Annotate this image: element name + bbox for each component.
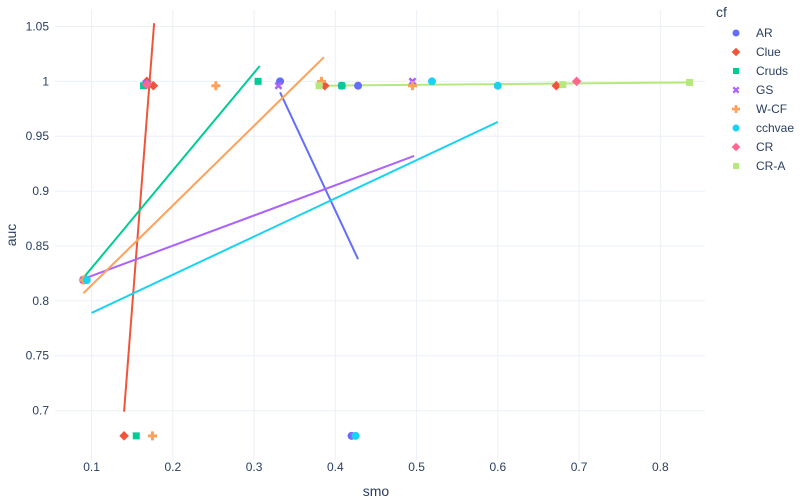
trendline-cr-a — [319, 81, 690, 87]
point-cr-a — [559, 81, 567, 89]
legend-item-ar[interactable]: AR — [732, 26, 774, 40]
legend-marker-ar — [732, 29, 740, 37]
trendline-gs — [83, 155, 415, 280]
legend-item-clue[interactable]: Clue — [731, 45, 781, 59]
y-axis-title: auc — [3, 224, 19, 247]
trendline-w-cf — [82, 56, 325, 294]
x-tick-label: 0.2 — [164, 460, 181, 474]
y-tick-label: 0.8 — [32, 294, 49, 308]
grid — [55, 10, 705, 460]
data-markers — [78, 76, 694, 441]
legend-item-cruds[interactable]: Cruds — [733, 64, 788, 78]
legend-item-cchvae[interactable]: cchvae — [732, 121, 795, 135]
point-w-cf — [408, 81, 417, 91]
point-w-cf — [148, 431, 157, 441]
x-tick-label: 0.1 — [83, 460, 100, 474]
point-cruds — [132, 432, 140, 440]
point-cchvae — [493, 81, 502, 90]
legend-item-w-cf[interactable]: W-CF — [732, 102, 787, 116]
x-axis-ticks: 0.1 0.2 0.3 0.4 0.5 0.6 0.7 0.8 — [83, 460, 669, 474]
x-axis-title: smo — [363, 483, 390, 499]
legend-marker-clue — [731, 47, 741, 57]
x-tick-label: 0.5 — [408, 460, 425, 474]
y-tick-label: 1 — [42, 74, 49, 88]
legend-label: AR — [756, 26, 773, 40]
y-tick-label: 1.05 — [26, 19, 50, 33]
legend-marker-w-cf — [732, 105, 740, 113]
point-cr — [142, 79, 152, 90]
y-tick-label: 0.85 — [26, 239, 50, 253]
legend-item-gs[interactable]: GS — [732, 83, 774, 97]
legend-item-cr-a[interactable]: CR-A — [733, 159, 785, 173]
trendline-clue — [123, 23, 156, 412]
legend-title: cf — [716, 4, 727, 20]
legend-label: Clue — [756, 45, 781, 59]
trendline-cchvae — [91, 121, 499, 314]
y-tick-label: 0.9 — [32, 184, 49, 198]
x-tick-label: 0.7 — [571, 460, 588, 474]
legend-marker-cchvae — [732, 124, 740, 132]
point-clue — [148, 80, 159, 91]
point-w-cf — [317, 76, 326, 86]
legend-label: CR-A — [756, 159, 785, 173]
point-cchvae — [351, 431, 360, 440]
point-clue — [551, 80, 562, 91]
point-cruds — [254, 77, 262, 85]
legend-label: CR — [756, 140, 774, 154]
legend-item-cr[interactable]: CR — [731, 140, 774, 154]
point-cruds — [338, 82, 346, 90]
point-gs — [274, 81, 283, 90]
y-tick-label: 0.7 — [32, 404, 49, 418]
legend-label: W-CF — [756, 102, 787, 116]
y-tick-label: 0.75 — [26, 349, 50, 363]
point-cr-a — [315, 82, 323, 90]
legend-label: Cruds — [756, 64, 788, 78]
y-axis-ticks: 0.7 0.75 0.8 0.85 0.9 0.95 1 1.05 — [26, 19, 50, 417]
legend: cf AR Clue Cruds GS W-CF cchvae CR CR-A — [716, 4, 794, 173]
trend-lines — [82, 23, 690, 412]
trendline-cruds — [82, 65, 261, 279]
point-cchvae — [428, 77, 436, 86]
legend-marker-gs — [732, 86, 740, 94]
point-cr-a — [686, 78, 694, 86]
point-cchvae — [82, 276, 91, 284]
x-tick-label: 0.8 — [652, 460, 669, 474]
point-w-cf — [211, 81, 221, 91]
legend-label: GS — [756, 83, 773, 97]
point-cr — [571, 76, 582, 87]
point-ar — [354, 81, 363, 90]
x-tick-label: 0.3 — [246, 460, 263, 474]
x-tick-label: 0.4 — [327, 460, 344, 474]
trendline-ar — [279, 91, 359, 260]
point-clue — [119, 431, 129, 441]
legend-marker-cruds — [733, 68, 739, 74]
legend-marker-cr — [731, 142, 741, 152]
x-tick-label: 0.6 — [489, 460, 506, 474]
legend-label: cchvae — [756, 121, 794, 135]
y-tick-label: 0.95 — [26, 129, 50, 143]
legend-marker-cr-a — [733, 163, 739, 169]
